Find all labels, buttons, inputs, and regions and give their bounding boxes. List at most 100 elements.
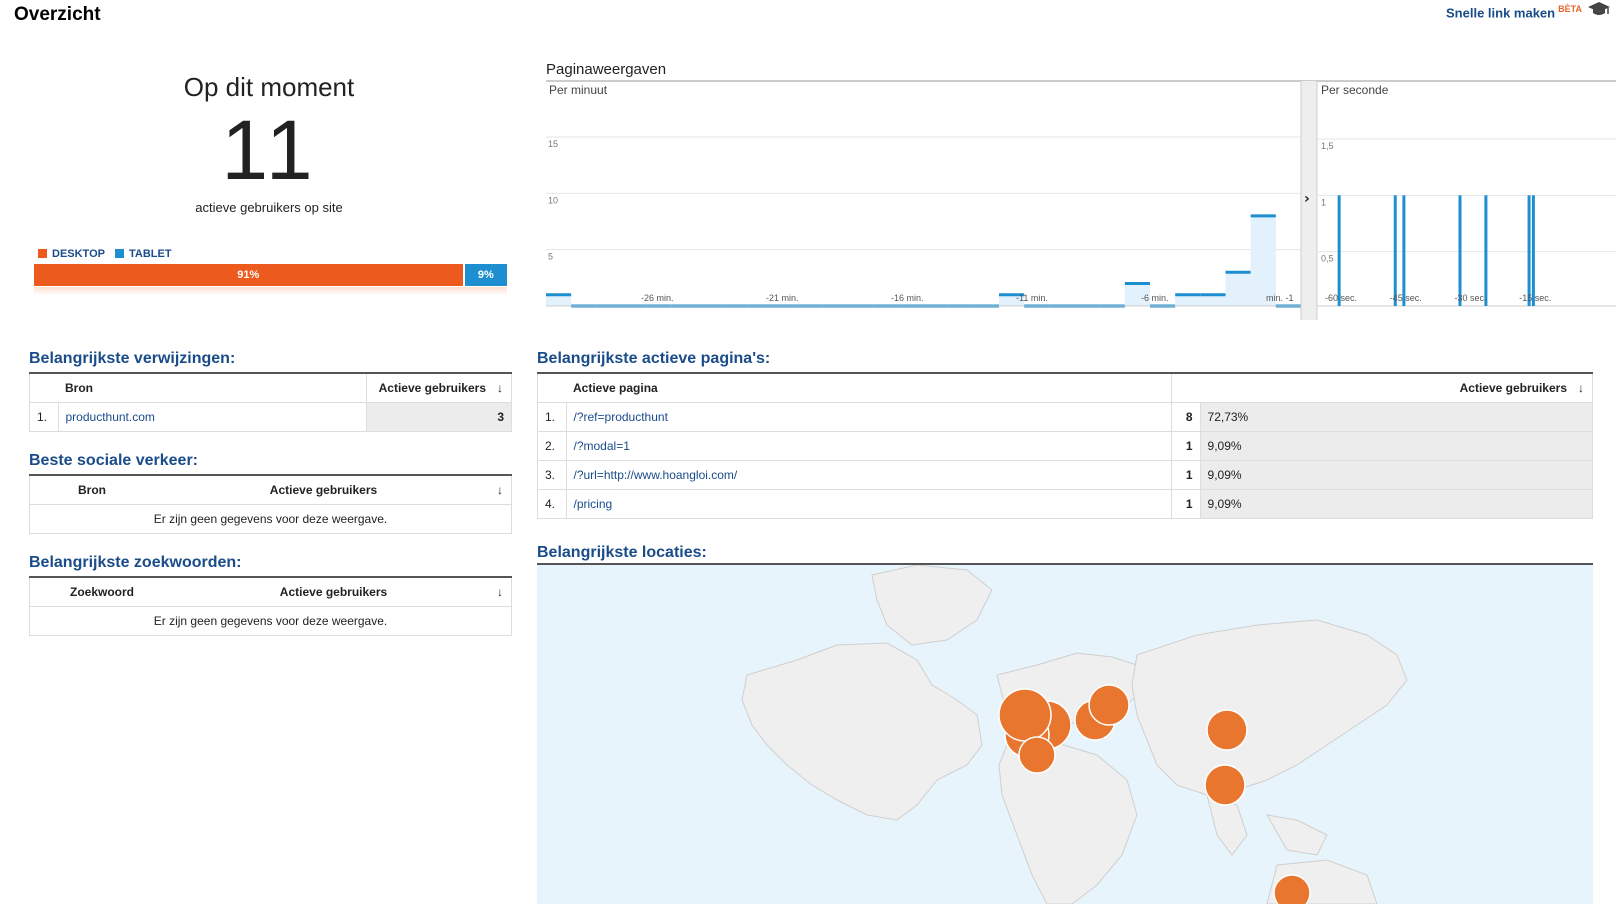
location-marker[interactable] <box>1206 709 1248 751</box>
x-tick-label: -15 sec. <box>1519 293 1551 303</box>
tablet-segment: 9% <box>464 264 507 286</box>
empty-message: Er zijn geen gegevens voor deze weergave… <box>29 606 512 636</box>
row-page-link[interactable]: /?ref=producthunt <box>565 402 1172 432</box>
row-users: 1 <box>1170 460 1201 490</box>
x-tick-label: min. -1 <box>1266 293 1294 303</box>
col-active-users[interactable]: Actieve gebruikers <box>174 576 493 607</box>
per-minute-panel: Per minuut 15 10 5 -26 min. -21 min. -16 min. -… <box>546 83 1616 308</box>
row-page-link[interactable]: /?modal=1 <box>565 431 1172 461</box>
table-row: 2./?modal=1 1 9,09% <box>537 431 1594 461</box>
sort-arrow-icon[interactable]: ↓ <box>1574 372 1593 403</box>
legend-desktop: DESKTOP <box>38 248 105 260</box>
location-marker[interactable] <box>1018 736 1056 774</box>
map-land <box>741 565 1408 904</box>
minute-bar <box>1225 272 1251 306</box>
col-active-users[interactable]: Actieve gebruikers <box>366 372 493 403</box>
table-header: Actieve pagina Actieve gebruikers ↓ <box>537 372 1593 403</box>
col-active-page: Actieve pagina <box>566 372 1172 403</box>
device-bar-shadow <box>34 287 507 295</box>
x-tick-label: -6 min. <box>1141 293 1169 303</box>
second-spike <box>1337 195 1341 306</box>
beta-badge: BÈTA <box>1558 4 1582 14</box>
row-index: 1. <box>29 402 59 432</box>
graduation-cap-icon[interactable] <box>1588 0 1610 18</box>
row-users: 8 <box>1170 402 1201 432</box>
pages-table: Actieve pagina Actieve gebruikers ↓ 1./?… <box>537 372 1594 519</box>
x-tick-label: -11 min. <box>1016 293 1048 303</box>
empty-row: Er zijn geen gegevens voor deze weergave… <box>29 606 512 636</box>
social-title: Beste sociale verkeer: <box>29 452 198 469</box>
row-page-link[interactable]: /?url=http://www.hoangloi.com/ <box>565 460 1172 490</box>
table-header: Bron Actieve gebruikers ↓ <box>29 474 512 505</box>
second-spike <box>1531 195 1535 306</box>
locations-map[interactable] <box>537 565 1593 904</box>
second-spike <box>1402 195 1406 306</box>
row-index: 4. <box>537 489 567 519</box>
col-active-users[interactable]: Actieve gebruikers <box>154 474 493 505</box>
table-row: 1./?ref=producthunt 8 72,73% <box>537 402 1594 432</box>
y-tick-label: 1 <box>1321 197 1326 207</box>
row-index: 1. <box>537 402 567 432</box>
minute-bar <box>1200 294 1226 306</box>
location-marker[interactable] <box>1273 874 1311 904</box>
keywords-title: Belangrijkste zoekwoorden: <box>29 554 242 571</box>
quick-link-button[interactable]: Snelle link maken BÈTA <box>1446 4 1582 20</box>
sort-arrow-icon[interactable]: ↓ <box>493 372 512 403</box>
row-index: 3. <box>537 460 567 490</box>
per-second-panel: Per seconde 1,5 1 0,5 -60 sec. -45 sec. -30 se… <box>1317 83 1616 306</box>
row-percent: 9,09% <box>1200 460 1594 490</box>
row-page-link[interactable]: /pricing <box>565 489 1172 519</box>
col-source: Bron <box>58 372 367 403</box>
row-source-link[interactable]: producthunt.com <box>57 402 367 432</box>
location-marker[interactable] <box>1204 764 1246 806</box>
table-row: 4./pricing 1 9,09% <box>537 489 1594 519</box>
now-title: Op dit moment <box>183 72 355 102</box>
sort-arrow-icon[interactable]: ↓ <box>493 576 512 607</box>
table-row: 1. producthunt.com 3 <box>29 402 512 432</box>
row-users: 1 <box>1170 489 1201 519</box>
row-percent: 72,73% <box>1200 402 1594 432</box>
table-header: Zoekwoord Actieve gebruikers ↓ <box>29 576 512 607</box>
row-users: 3 <box>366 402 512 432</box>
sort-arrow-icon[interactable]: ↓ <box>493 474 512 505</box>
locations-title: Belangrijkste locaties: <box>537 544 707 561</box>
y-tick-label: 15 <box>548 139 558 149</box>
quick-link-label: Snelle link maken <box>1446 5 1556 21</box>
expand-chevron-icon[interactable]: › <box>1304 191 1310 207</box>
minute-bar <box>1124 283 1150 306</box>
second-spike <box>1527 195 1531 306</box>
table-header: Bron Actieve gebruikers ↓ <box>29 372 512 403</box>
row-percent: 9,09% <box>1200 431 1594 461</box>
location-marker[interactable] <box>998 688 1052 742</box>
col-active-users[interactable]: Actieve gebruikers <box>1170 372 1574 403</box>
minute-bar <box>1250 215 1276 306</box>
x-tick-label: -60 sec. <box>1325 293 1357 303</box>
minute-bar <box>999 294 1025 306</box>
referrals-table: Bron Actieve gebruikers ↓ 1. producthunt… <box>29 372 512 432</box>
y-tick-label: 10 <box>548 195 558 205</box>
x-tick-label: -26 min. <box>641 293 674 303</box>
page-title: Overzicht <box>14 4 101 25</box>
pages-title: Belangrijkste actieve pagina's: <box>537 350 771 367</box>
minute-bar <box>546 294 572 306</box>
row-index: 2. <box>537 431 567 461</box>
desktop-segment: 91% <box>34 264 463 286</box>
device-legend: DESKTOP TABLET <box>38 248 172 260</box>
second-spike <box>1484 195 1488 306</box>
y-tick-label: 0,5 <box>1321 254 1334 264</box>
location-marker[interactable] <box>1088 684 1130 726</box>
row-percent: 9,09% <box>1200 489 1594 519</box>
col-keyword: Zoekwoord <box>29 576 174 607</box>
empty-message: Er zijn geen gegevens voor deze weergave… <box>29 504 512 534</box>
col-source: Bron <box>29 474 154 505</box>
second-spike <box>1393 195 1397 306</box>
pageviews-chart: Paginaweergaven Per minuut 15 10 5 -26 min. -… <box>546 61 1616 320</box>
legend-tablet: TABLET <box>114 248 172 260</box>
y-tick-label: 5 <box>548 252 553 262</box>
x-tick-label: -16 min. <box>891 293 924 303</box>
x-tick-label: -45 sec. <box>1390 293 1422 303</box>
keywords-table: Zoekwoord Actieve gebruikers ↓ Er zijn g… <box>29 576 512 636</box>
active-users-subtitle: actieve gebruikers op site <box>195 200 343 215</box>
chart-title: Paginaweergaven <box>546 61 666 78</box>
device-split-bar: 91% 9% <box>34 264 507 286</box>
